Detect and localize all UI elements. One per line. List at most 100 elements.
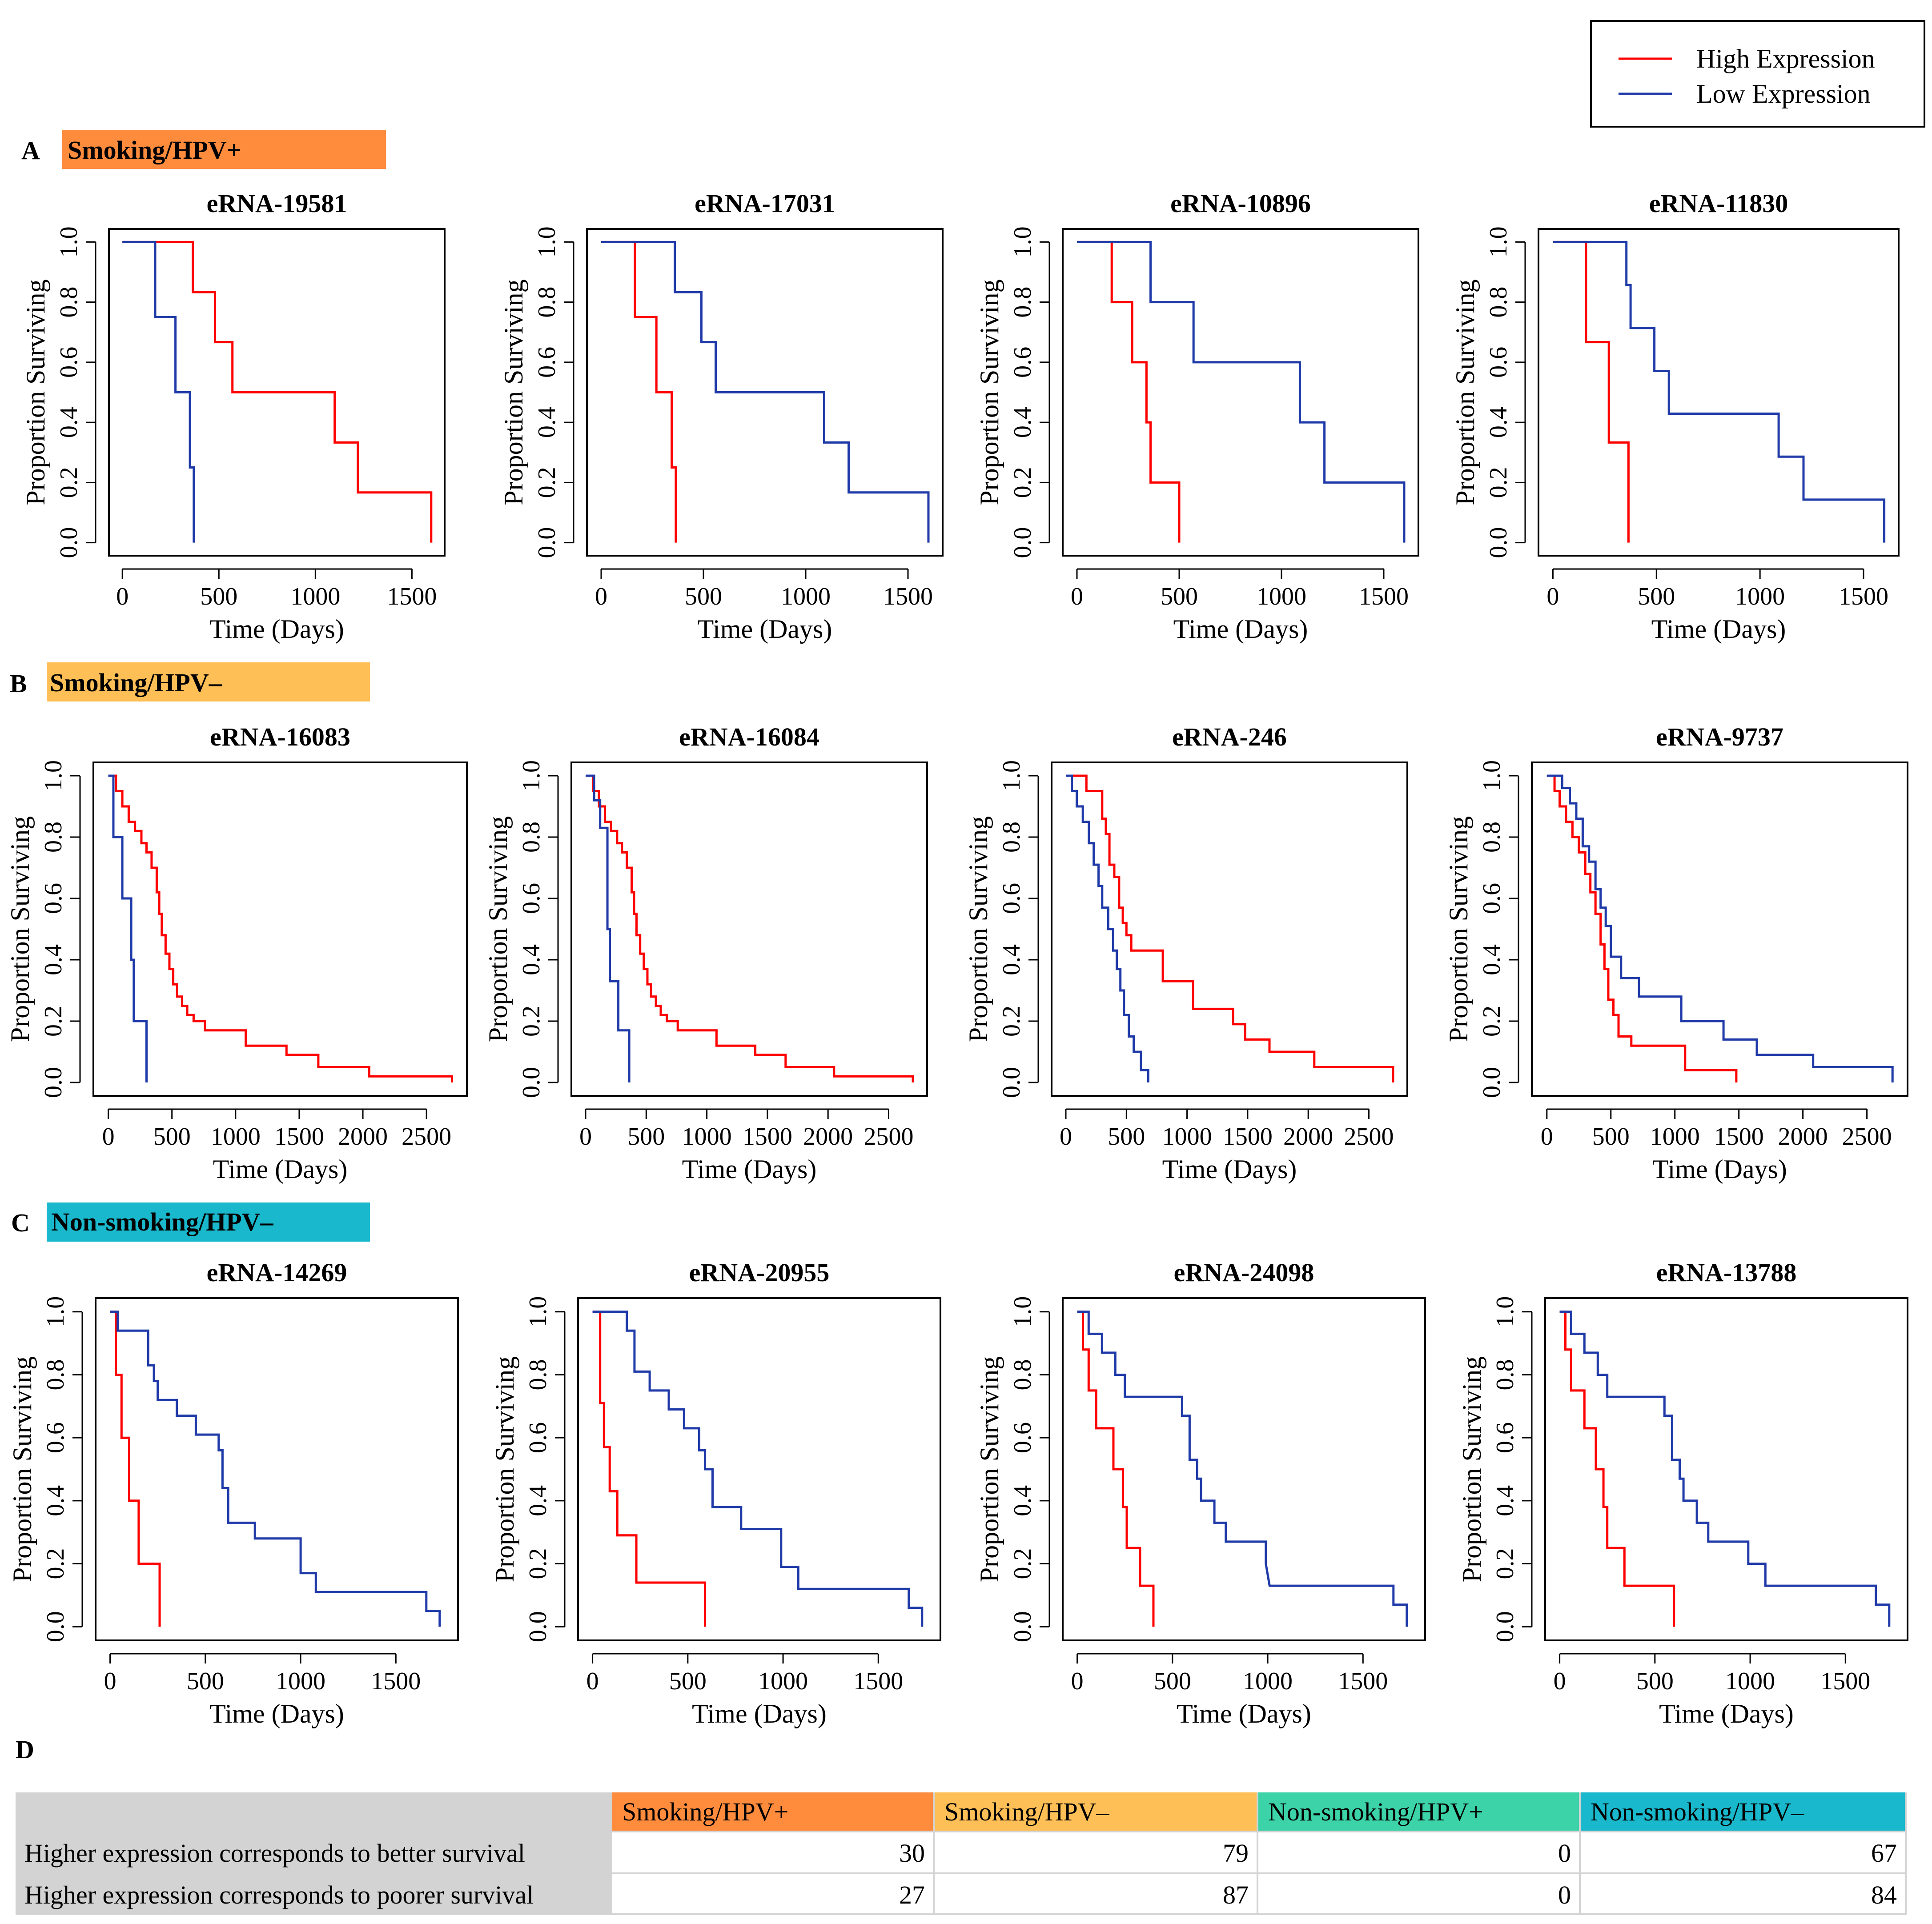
legend-low-label: Low Expression xyxy=(1696,79,1871,108)
x-axis-label: Time (Days) xyxy=(682,1154,817,1184)
x-tick-label: 500 xyxy=(153,1123,191,1150)
plot-frame xyxy=(1062,1297,1426,1641)
panel-title: eRNA-20955 xyxy=(689,1258,830,1287)
table-cell xyxy=(612,1874,933,1913)
y-tick-label: 0.4 xyxy=(1009,407,1036,438)
y-tick-label: 0.2 xyxy=(524,1548,552,1579)
km-panel: eRNA-13788 0 500 1000 1500 Time (Days) 0.0 0.2 0… xyxy=(1457,1258,1908,1728)
x-axis-label: Time (Days) xyxy=(209,614,344,644)
table-cell xyxy=(1581,1874,1905,1913)
panel-title: eRNA-11830 xyxy=(1649,189,1788,218)
y-tick-label: 0.8 xyxy=(1009,287,1036,318)
y-tick-label: 0.6 xyxy=(1491,1422,1519,1453)
table-cell-value: 79 xyxy=(1223,1839,1249,1868)
y-tick-label: 0.8 xyxy=(1491,1359,1519,1390)
plot-frame xyxy=(95,1297,459,1641)
x-tick-label: 0 xyxy=(1060,1123,1072,1150)
y-tick-label: 0.4 xyxy=(1478,944,1506,975)
y-tick-label: 0.8 xyxy=(524,1359,552,1390)
y-tick-label: 0.4 xyxy=(1009,1485,1036,1516)
section-c-band xyxy=(47,1202,370,1242)
y-tick-label: 0.4 xyxy=(1485,407,1512,438)
y-tick-label: 0.8 xyxy=(518,822,545,853)
x-tick-label: 1000 xyxy=(1735,583,1785,610)
x-axis-label: Time (Days) xyxy=(1652,1154,1787,1184)
y-tick-label: 0.0 xyxy=(518,1067,545,1098)
x-tick-label: 1500 xyxy=(883,583,933,610)
y-tick-label: 0.0 xyxy=(42,1611,69,1642)
x-tick-label: 1500 xyxy=(274,1123,324,1150)
km-panel: eRNA-17031 0 500 1000 1500 Time (Days) 0.0 0.2 0… xyxy=(499,189,944,644)
x-tick-label: 0 xyxy=(116,583,129,610)
x-tick-label: 1500 xyxy=(1223,1123,1273,1150)
table-header-cell xyxy=(935,1792,1257,1831)
table-cell xyxy=(935,1832,1257,1872)
y-axis-label: Proportion Surviving xyxy=(8,1356,37,1582)
x-tick-label: 1500 xyxy=(1839,583,1888,610)
x-axis-label: Time (Days) xyxy=(1651,614,1786,644)
y-tick-label: 0.6 xyxy=(1009,347,1036,378)
y-tick-label: 0.8 xyxy=(40,822,67,853)
y-tick-label: 0.0 xyxy=(1485,527,1512,558)
y-tick-label: 1.0 xyxy=(1485,226,1512,257)
x-tick-label: 0 xyxy=(1554,1667,1566,1695)
high-expression-curve xyxy=(110,1311,161,1627)
x-tick-label: 500 xyxy=(669,1667,707,1695)
x-tick-label: 1000 xyxy=(276,1667,325,1695)
y-axis-label: Proportion Surviving xyxy=(499,279,528,505)
x-axis-label: Time (Days) xyxy=(698,614,832,644)
y-tick-label: 0.2 xyxy=(1009,467,1036,498)
section-c-label: Non-smoking/HPV– xyxy=(51,1207,274,1236)
x-tick-label: 2000 xyxy=(803,1123,853,1150)
high-expression-curve xyxy=(122,240,433,543)
y-tick-label: 0.6 xyxy=(518,883,545,914)
table-header-label: Non-smoking/HPV+ xyxy=(1268,1797,1483,1826)
y-tick-label: 0.4 xyxy=(40,944,67,975)
y-tick-label: 0.6 xyxy=(1009,1422,1036,1453)
y-tick-label: 0.6 xyxy=(998,883,1025,914)
low-expression-curve xyxy=(586,774,631,1082)
x-tick-label: 0 xyxy=(102,1123,115,1150)
x-axis-label: Time (Days) xyxy=(1173,614,1308,644)
low-expression-curve xyxy=(592,1311,924,1627)
km-panel: eRNA-9737 0 500 1000 1500 2000 2500 Time (Days)… xyxy=(1444,722,1908,1184)
km-panel: eRNA-24098 0 500 1000 1500 Time (Days) 0.0 0.2 0… xyxy=(975,1258,1426,1728)
x-tick-label: 1500 xyxy=(1359,583,1409,610)
low-expression-curve xyxy=(1559,1311,1891,1627)
x-tick-label: 1500 xyxy=(387,583,437,610)
plot-frame xyxy=(1531,762,1908,1097)
x-tick-label: 500 xyxy=(1592,1123,1630,1150)
x-tick-label: 0 xyxy=(579,1123,592,1150)
x-tick-label: 1000 xyxy=(211,1123,261,1150)
y-tick-label: 1.0 xyxy=(1009,226,1036,257)
table-cell xyxy=(1258,1832,1579,1872)
x-tick-label: 1500 xyxy=(853,1667,903,1695)
x-tick-label: 500 xyxy=(627,1123,665,1150)
y-tick-label: 1.0 xyxy=(1491,1296,1519,1327)
y-tick-label: 0.4 xyxy=(55,407,83,438)
panel-title: eRNA-13788 xyxy=(1656,1258,1797,1287)
y-tick-label: 0.0 xyxy=(40,1067,67,1098)
table-cell-value: 87 xyxy=(1223,1880,1249,1909)
plot-frame xyxy=(570,762,928,1097)
y-tick-label: 0.4 xyxy=(42,1485,69,1516)
x-tick-label: 1000 xyxy=(1243,1667,1293,1695)
plot-frame xyxy=(1051,762,1408,1097)
table-cell xyxy=(1258,1874,1579,1913)
x-tick-label: 500 xyxy=(1638,583,1675,610)
x-tick-label: 1500 xyxy=(1338,1667,1388,1695)
x-axis-label: Time (Days) xyxy=(209,1699,344,1728)
table-row-label: Higher expression corresponds to poorer … xyxy=(24,1880,534,1909)
x-tick-label: 500 xyxy=(1108,1123,1145,1150)
x-tick-label: 0 xyxy=(1071,1667,1084,1695)
y-tick-label: 0.8 xyxy=(1485,287,1512,318)
table-cell xyxy=(612,1832,933,1872)
y-axis-label: Proportion Surviving xyxy=(490,1356,519,1582)
y-axis-label: Proportion Surviving xyxy=(21,279,50,505)
legend: High Expression Low Expression xyxy=(1590,20,1925,128)
table-cell xyxy=(1581,1832,1905,1872)
x-tick-label: 2500 xyxy=(402,1123,451,1150)
table-header-cell xyxy=(1581,1792,1905,1831)
legend-box xyxy=(1590,20,1925,128)
